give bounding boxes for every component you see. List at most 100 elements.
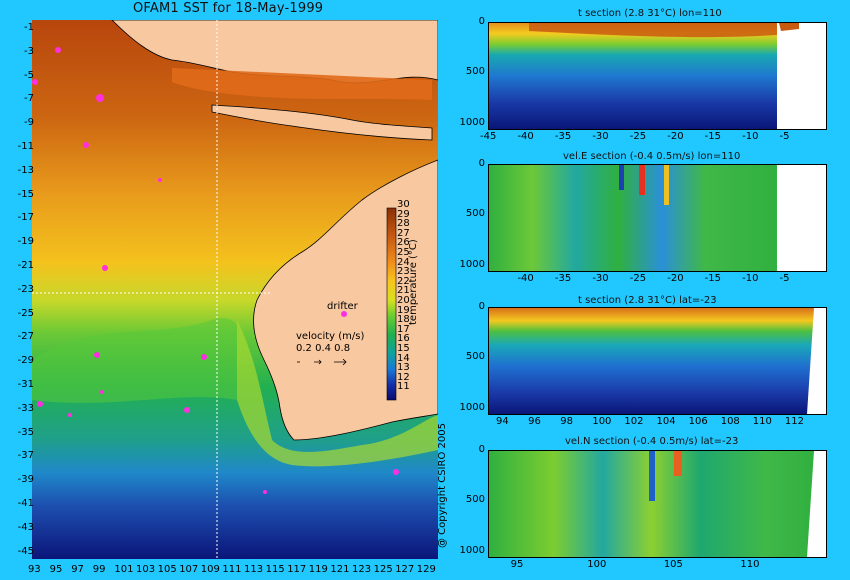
lon-tick-label: 93	[28, 564, 41, 575]
panel-1-x-tick: -10	[742, 131, 759, 142]
colorbar-tick-label: 22	[397, 275, 410, 287]
colorbar-tick-label: 27	[397, 227, 410, 239]
lon-tick-label: 111	[222, 564, 242, 575]
panel-3-y-tick: 0	[478, 301, 485, 312]
lon-tick-label: 109	[200, 564, 220, 575]
lat-tick-label: -43	[17, 521, 34, 533]
panel-1-x-tick: -35	[554, 131, 572, 142]
panel-2-x-tick: -40	[517, 273, 534, 284]
colorbar-tick-label: 21	[397, 285, 410, 297]
colorbar-tick-label: 28	[397, 218, 410, 230]
lat-tick-label: -15	[17, 188, 34, 200]
panel-3-y-tick: 1000	[459, 401, 485, 413]
panel-2-x-tick: -25	[629, 273, 647, 284]
panel-2-x-tick: -5	[779, 273, 790, 284]
panel-1-x-tick: -30	[592, 131, 609, 142]
panel-1-y-tick: 500	[465, 66, 485, 78]
copyright-notice: @ Copyright CSIRO 2005	[437, 423, 448, 548]
panel-2-y-tick: 500	[465, 208, 485, 220]
panel-3-title: t section (2.8 31°C) lat=-23	[578, 295, 717, 306]
panel-2-x-tick: -20	[667, 273, 684, 284]
colorbar-tick-label: 29	[397, 208, 410, 220]
panel-4-x-tick: 95	[510, 559, 524, 570]
lat-tick-label: -35	[17, 426, 34, 438]
colorbar-tick-label: 17	[397, 323, 410, 335]
colorbar-tick-label: 23	[397, 266, 410, 278]
colorbar-tick-label: 12	[397, 371, 410, 383]
panel-1-y-tick: 0	[478, 16, 485, 27]
panel-4-x-tick: 110	[740, 559, 760, 570]
colorbar-tick-label: 11	[397, 381, 410, 393]
drifter-legend-marker	[341, 311, 347, 317]
lat-tick-label: -3	[24, 45, 34, 57]
lat-tick-label: -1	[24, 22, 34, 33]
lon-tick-label: 101	[114, 564, 134, 575]
panel-4-x-tick: 100	[587, 559, 607, 570]
lat-tick-label: -41	[17, 498, 34, 509]
lon-tick-label: 129	[416, 564, 436, 575]
panel-1-x-tick: -20	[667, 131, 684, 142]
lat-tick-label: -11	[17, 141, 34, 152]
colorbar-tick-label: 30	[397, 199, 410, 210]
lat-tick-label: -13	[17, 164, 34, 176]
panel-2-x-tick: -35	[554, 273, 572, 284]
panel-2-x-tick: -15	[704, 273, 721, 284]
panel-3-x-tick: 110	[752, 416, 772, 427]
velocity-legend-arrows	[297, 358, 347, 366]
panel-1-x-tick: -5	[779, 131, 790, 142]
panel-4-title: vel.N section (-0.4 0.5m/s) lat=-23	[565, 436, 739, 447]
lat-tick-label: -45	[17, 545, 34, 557]
panel-3-x-tick: 108	[720, 416, 740, 427]
colorbar	[386, 207, 397, 401]
lon-tick-label: 99	[92, 564, 106, 575]
lon-tick-label: 117	[287, 564, 307, 575]
colorbar-tick-label: 15	[397, 343, 410, 354]
panel-3-y-tick: 500	[465, 351, 485, 363]
panel-3-x-tick: 106	[688, 416, 708, 427]
colorbar-tick-label: 19	[397, 304, 410, 316]
lon-tick-label: 125	[373, 564, 393, 575]
panel-2-x-tick: -30	[592, 273, 609, 284]
panel-1-x-tick: -15	[704, 131, 721, 142]
main-title: OFAM1 SST for 18-May-1999	[133, 1, 324, 16]
panel-1-y-tick: 1000	[459, 116, 485, 128]
panel-3-x-tick: 102	[624, 416, 644, 427]
panel-3-x-tick: 104	[656, 416, 676, 427]
lon-tick-label: 113	[244, 564, 264, 575]
panel-1-x-tick: -25	[629, 131, 647, 142]
panel-2-y-tick: 0	[478, 158, 485, 169]
colorbar-tick-label: 13	[397, 362, 410, 374]
colorbar-tick-label: 24	[397, 256, 410, 268]
panel-4-y-tick: 500	[465, 494, 485, 506]
panel-1-x-tick: -45	[480, 131, 497, 142]
lon-tick-label: 115	[265, 564, 285, 575]
lon-tick-label: 127	[395, 564, 415, 575]
panel-3-t-section-lat23	[488, 307, 827, 415]
panel-4-y-tick: 1000	[459, 544, 485, 556]
lat-tick-label: -17	[17, 212, 34, 224]
colorbar-tick-label: 16	[397, 333, 410, 345]
panel-2-y-tick: 1000	[459, 258, 485, 270]
lon-tick-label: 97	[71, 564, 84, 575]
lat-tick-label: -31	[17, 379, 34, 390]
lon-tick-label: 121	[330, 564, 350, 575]
lat-tick-label: -33	[17, 402, 34, 414]
lon-tick-label: 107	[179, 564, 199, 575]
panel-2-title: vel.E section (-0.4 0.5m/s) lon=110	[563, 151, 741, 162]
lon-tick-label: 123	[352, 564, 372, 575]
lat-tick-label: -7	[24, 93, 34, 105]
lat-tick-label: -19	[17, 236, 34, 248]
panel-2-vele-section-lon110	[488, 164, 827, 272]
lat-tick-label: -25	[17, 307, 34, 319]
colorbar-tick-label: 25	[397, 247, 410, 258]
lat-tick-label: -23	[17, 283, 34, 295]
panel-1-title: t section (2.8 31°C) lon=110	[578, 8, 722, 19]
panel-3-x-tick: 98	[560, 416, 573, 427]
lat-tick-label: -21	[17, 260, 34, 271]
lat-tick-label: -5	[24, 69, 34, 81]
panel-4-y-tick: 0	[478, 444, 485, 455]
velocity-legend-title: velocity (m/s)	[296, 331, 365, 342]
lat-tick-label: -29	[17, 355, 34, 367]
lat-tick-label: -27	[17, 331, 34, 343]
panel-4-x-tick: 105	[663, 559, 683, 570]
